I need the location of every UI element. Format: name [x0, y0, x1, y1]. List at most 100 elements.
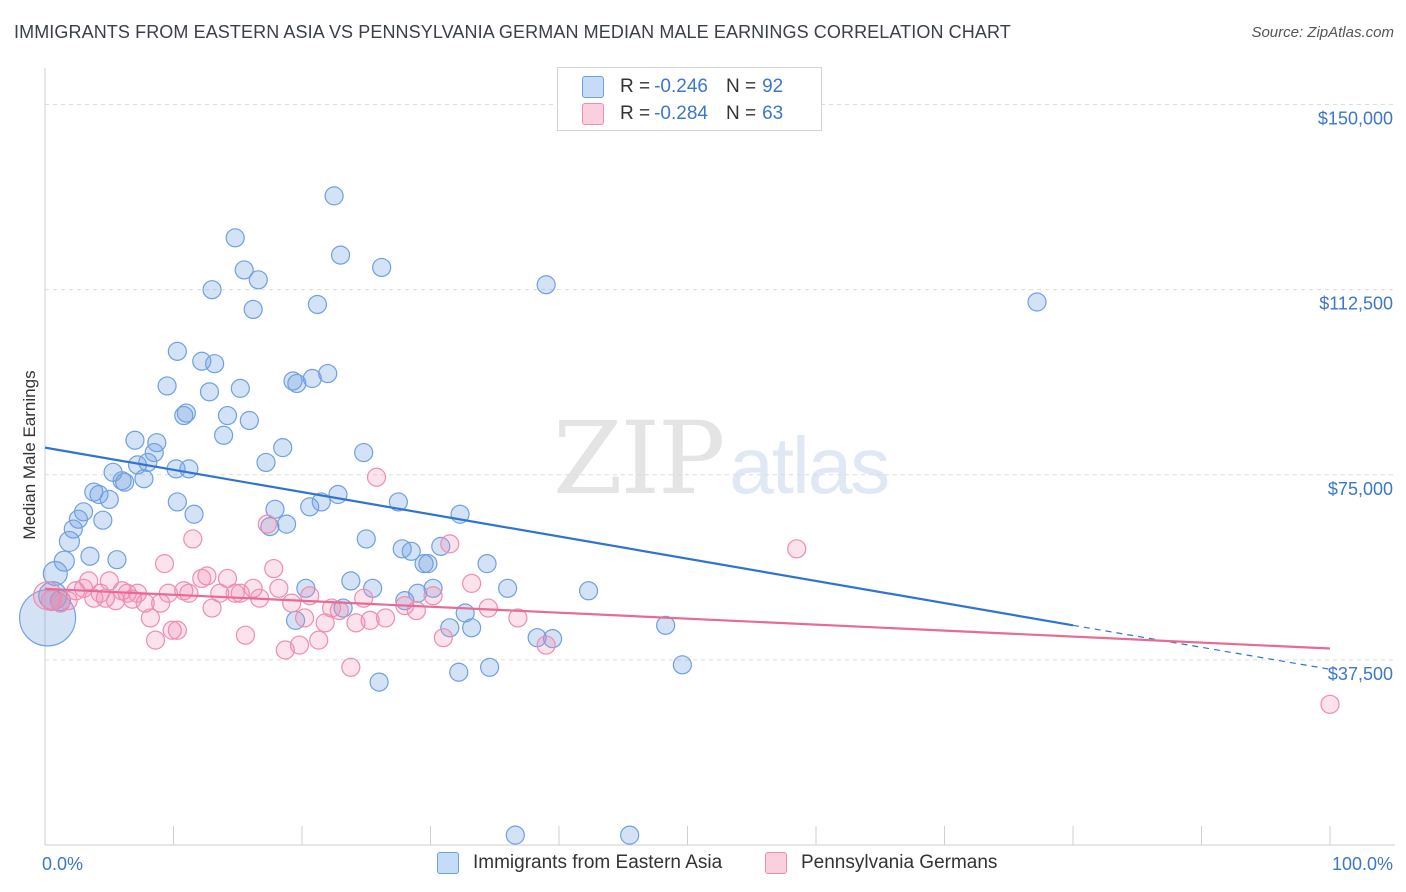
watermark-zip: ZIP — [553, 400, 725, 517]
data-point — [1320, 694, 1340, 714]
data-point — [536, 635, 556, 655]
data-point — [462, 573, 482, 593]
data-point — [372, 257, 392, 278]
data-point — [99, 489, 119, 510]
series-legend: Immigrants from Eastern Asia Pennsylvani… — [0, 852, 1406, 876]
data-point — [183, 529, 203, 549]
data-point — [309, 630, 329, 650]
data-point — [449, 662, 469, 682]
x-tick-label: 0.0% — [42, 854, 83, 874]
data-point — [125, 430, 145, 450]
data-point — [257, 514, 277, 534]
data-point — [122, 589, 142, 609]
legend-item-pennsylvania-germans: Pennsylvania Germans — [765, 852, 997, 874]
data-point — [329, 600, 349, 621]
data-point — [202, 280, 222, 300]
data-point — [440, 618, 460, 638]
y-tick-label: $37,500 — [1328, 664, 1393, 684]
data-point — [578, 581, 599, 601]
data-point — [243, 299, 263, 320]
data-point — [273, 438, 293, 458]
data-point — [107, 550, 127, 570]
data-point — [167, 492, 187, 512]
data-point — [174, 405, 194, 426]
data-point — [330, 245, 351, 265]
data-point — [234, 260, 254, 280]
trend-line-pennsylvania-germans — [44, 587, 1331, 650]
chart-title: IMMIGRANTS FROM EASTERN ASIA VS PENNSYLV… — [14, 22, 1011, 42]
legend-swatch-pink — [765, 852, 787, 874]
data-point — [423, 578, 443, 598]
y-tick-label: $112,500 — [1319, 294, 1393, 314]
data-point — [147, 433, 167, 453]
data-point — [672, 655, 692, 675]
legend-swatch-blue — [437, 852, 459, 874]
data-point — [346, 613, 366, 633]
legend-row-pink: R = -0.284 N = 63 — [582, 102, 783, 126]
data-point — [84, 588, 104, 608]
data-point — [276, 514, 297, 534]
data-point — [294, 608, 315, 628]
legend-n-label: N = — [725, 76, 757, 97]
data-point — [477, 554, 497, 574]
legend-r-value: -0.284 — [654, 103, 708, 124]
data-point — [369, 672, 389, 692]
data-point — [360, 610, 380, 630]
data-point — [260, 517, 280, 537]
data-point — [179, 459, 199, 479]
data-point — [140, 608, 160, 628]
data-point — [366, 467, 387, 487]
data-point — [341, 571, 361, 591]
data-point — [462, 618, 482, 638]
data-point — [418, 554, 438, 574]
data-point — [406, 600, 426, 621]
trend-lines — [44, 446, 1331, 670]
data-point — [289, 635, 310, 655]
data-point — [50, 593, 71, 613]
data-point — [217, 405, 238, 426]
data-point — [265, 499, 285, 519]
legend-label-pennsylvania-germans: Pennsylvania Germans — [801, 852, 998, 873]
legend-r-label: R = — [620, 103, 651, 124]
legend-label-eastern-asia: Immigrants from Eastern Asia — [473, 852, 723, 873]
axis-labels: $37,500 $75,000 $112,500 $150,000 0.0% 100.0%… — [20, 109, 1393, 874]
series-immigrants-eastern-asia — [18, 186, 1047, 845]
data-point — [225, 228, 245, 248]
data-point — [408, 583, 428, 603]
data-point — [508, 608, 528, 628]
data-point — [157, 376, 177, 396]
series-pennsylvania-germans — [32, 467, 1340, 714]
data-point — [354, 442, 374, 463]
data-point — [375, 608, 396, 628]
legend-n-label: N = — [725, 103, 757, 124]
data-point — [239, 410, 259, 431]
data-point — [93, 510, 113, 530]
data-point — [112, 471, 132, 491]
data-point — [197, 566, 217, 586]
data-point — [134, 469, 154, 489]
data-point — [42, 560, 68, 587]
legend-item-eastern-asia: Immigrants from Eastern Asia — [437, 852, 722, 874]
legend-r-label: R = — [620, 76, 651, 97]
legend-r-value: -0.246 — [654, 76, 708, 97]
data-point — [656, 615, 676, 635]
data-point — [176, 403, 196, 423]
data-point — [480, 657, 500, 677]
data-point — [269, 578, 289, 598]
legend-n-value: 63 — [762, 103, 784, 124]
data-point — [192, 568, 212, 589]
data-point — [287, 373, 307, 394]
data-point — [324, 186, 344, 206]
data-point — [154, 554, 175, 574]
data-point — [58, 530, 81, 553]
data-point — [264, 558, 284, 579]
data-point — [145, 630, 166, 650]
data-point — [1027, 292, 1047, 312]
data-point — [356, 529, 376, 549]
y-tick-label: $75,000 — [1328, 479, 1393, 499]
data-point — [307, 294, 328, 315]
data-point — [256, 452, 276, 473]
legend-swatch-blue — [582, 76, 604, 98]
x-tick-label: 100.0% — [1332, 854, 1393, 874]
data-point — [498, 578, 518, 598]
